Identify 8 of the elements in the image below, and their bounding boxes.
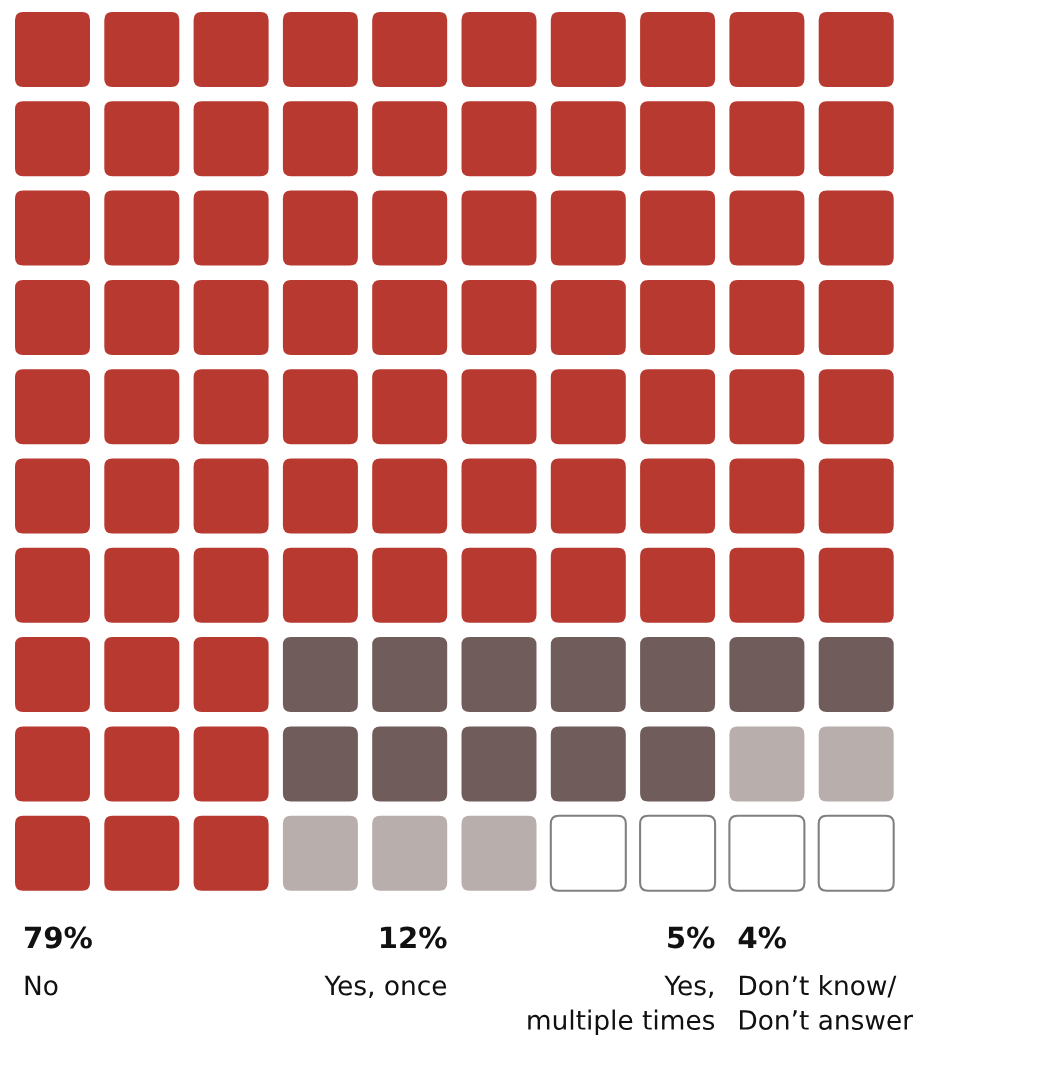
data-label: 4% — [738, 926, 786, 949]
data-label: 5% — [668, 926, 715, 949]
category-label: Don’t know/ Don’t answer — [739, 975, 914, 1030]
category-label: No — [25, 975, 58, 996]
category-label: Yes, multiple times — [528, 975, 715, 1036]
data-label: 12% — [380, 926, 447, 949]
data-label: 79% — [24, 926, 92, 949]
category-label: Yes, once — [324, 975, 447, 999]
